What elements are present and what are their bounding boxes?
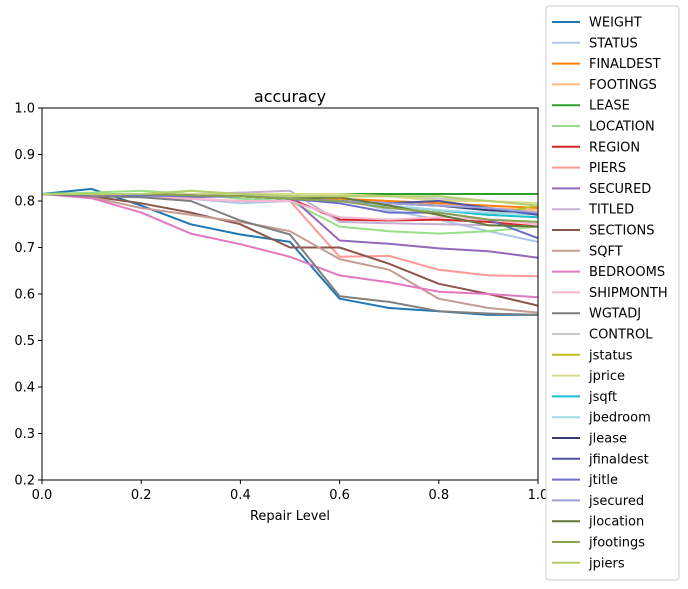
x-tick-label: 0.2 bbox=[131, 488, 152, 503]
x-tick-label: 0.4 bbox=[230, 488, 251, 503]
x-tick-label: 0.0 bbox=[32, 488, 53, 503]
y-axis: 0.2 0.3 0.4 0.5 0.6 0.7 0.8 0.9 1.0 bbox=[14, 102, 42, 489]
legend-label-bedrooms: BEDROOMS bbox=[589, 265, 665, 280]
y-tick-label: 0.7 bbox=[14, 241, 35, 256]
y-tick-label: 0.8 bbox=[14, 195, 35, 210]
series-line-sqft bbox=[42, 193, 538, 314]
legend-box bbox=[545, 5, 680, 581]
legend-label-sqft: SQFT bbox=[589, 244, 623, 259]
legend-label-control: CONTROL bbox=[589, 328, 653, 343]
y-tick-label: 1.0 bbox=[14, 102, 35, 117]
y-tick-label: 0.6 bbox=[14, 288, 35, 303]
legend-label-sections: SECTIONS bbox=[589, 224, 655, 239]
legend-label-jpiers: jpiers bbox=[588, 556, 625, 571]
legend-label-location: LOCATION bbox=[589, 120, 655, 135]
x-axis-title: Repair Level bbox=[250, 509, 330, 524]
legend-label-jbedroom: jbedroom bbox=[588, 411, 651, 426]
series-line-bedrooms bbox=[42, 193, 538, 299]
x-tick-label: 1.0 bbox=[528, 488, 549, 503]
legend: WEIGHT STATUS FINALDEST FOOTINGS LEASE LOCATI… bbox=[545, 5, 680, 581]
legend-label-jstatus: jstatus bbox=[588, 348, 633, 363]
y-tick-label: 0.3 bbox=[14, 427, 35, 442]
series-line-jpiers bbox=[42, 189, 538, 207]
series-layer bbox=[42, 187, 538, 316]
legend-label-jsecured: jsecured bbox=[588, 494, 644, 509]
legend-label-jlocation: jlocation bbox=[588, 515, 644, 530]
chart-title: accuracy bbox=[254, 87, 326, 106]
legend-label-secured: SECURED bbox=[589, 182, 651, 197]
series-line-wgtadj bbox=[42, 193, 538, 316]
y-tick-label: 0.2 bbox=[14, 474, 35, 489]
legend-label-shipmonth: SHIPMONTH bbox=[589, 286, 668, 301]
legend-label-jfinaldest: jfinaldest bbox=[588, 452, 649, 467]
x-tick-label: 0.8 bbox=[428, 488, 449, 503]
legend-label-finaldest: FINALDEST bbox=[589, 57, 661, 72]
legend-label-jtitle: jtitle bbox=[588, 473, 618, 488]
legend-label-jfootings: jfootings bbox=[588, 536, 645, 551]
plot-frame bbox=[41, 107, 539, 481]
legend-label-jlease: jlease bbox=[588, 432, 627, 447]
legend-label-wgtadj: WGTADJ bbox=[589, 307, 641, 322]
legend-label-weight: WEIGHT bbox=[589, 16, 642, 31]
x-tick-label: 0.6 bbox=[329, 488, 350, 503]
x-axis: 0.0 0.2 0.4 0.6 0.8 1.0 bbox=[32, 480, 549, 503]
legend-label-titled: TITLED bbox=[588, 203, 634, 218]
legend-label-status: STATUS bbox=[589, 36, 638, 51]
y-tick-label: 0.5 bbox=[14, 334, 35, 349]
legend-label-footings: FOOTINGS bbox=[589, 78, 657, 93]
legend-label-jprice: jprice bbox=[588, 369, 625, 384]
legend-label-jsqft: jsqft bbox=[588, 390, 617, 405]
y-tick-label: 0.9 bbox=[14, 148, 35, 163]
legend-label-piers: PIERS bbox=[589, 161, 626, 176]
y-tick-label: 0.4 bbox=[14, 381, 35, 396]
legend-label-region: REGION bbox=[589, 140, 640, 155]
series-line-sections bbox=[42, 193, 538, 307]
legend-label-lease: LEASE bbox=[589, 99, 630, 114]
